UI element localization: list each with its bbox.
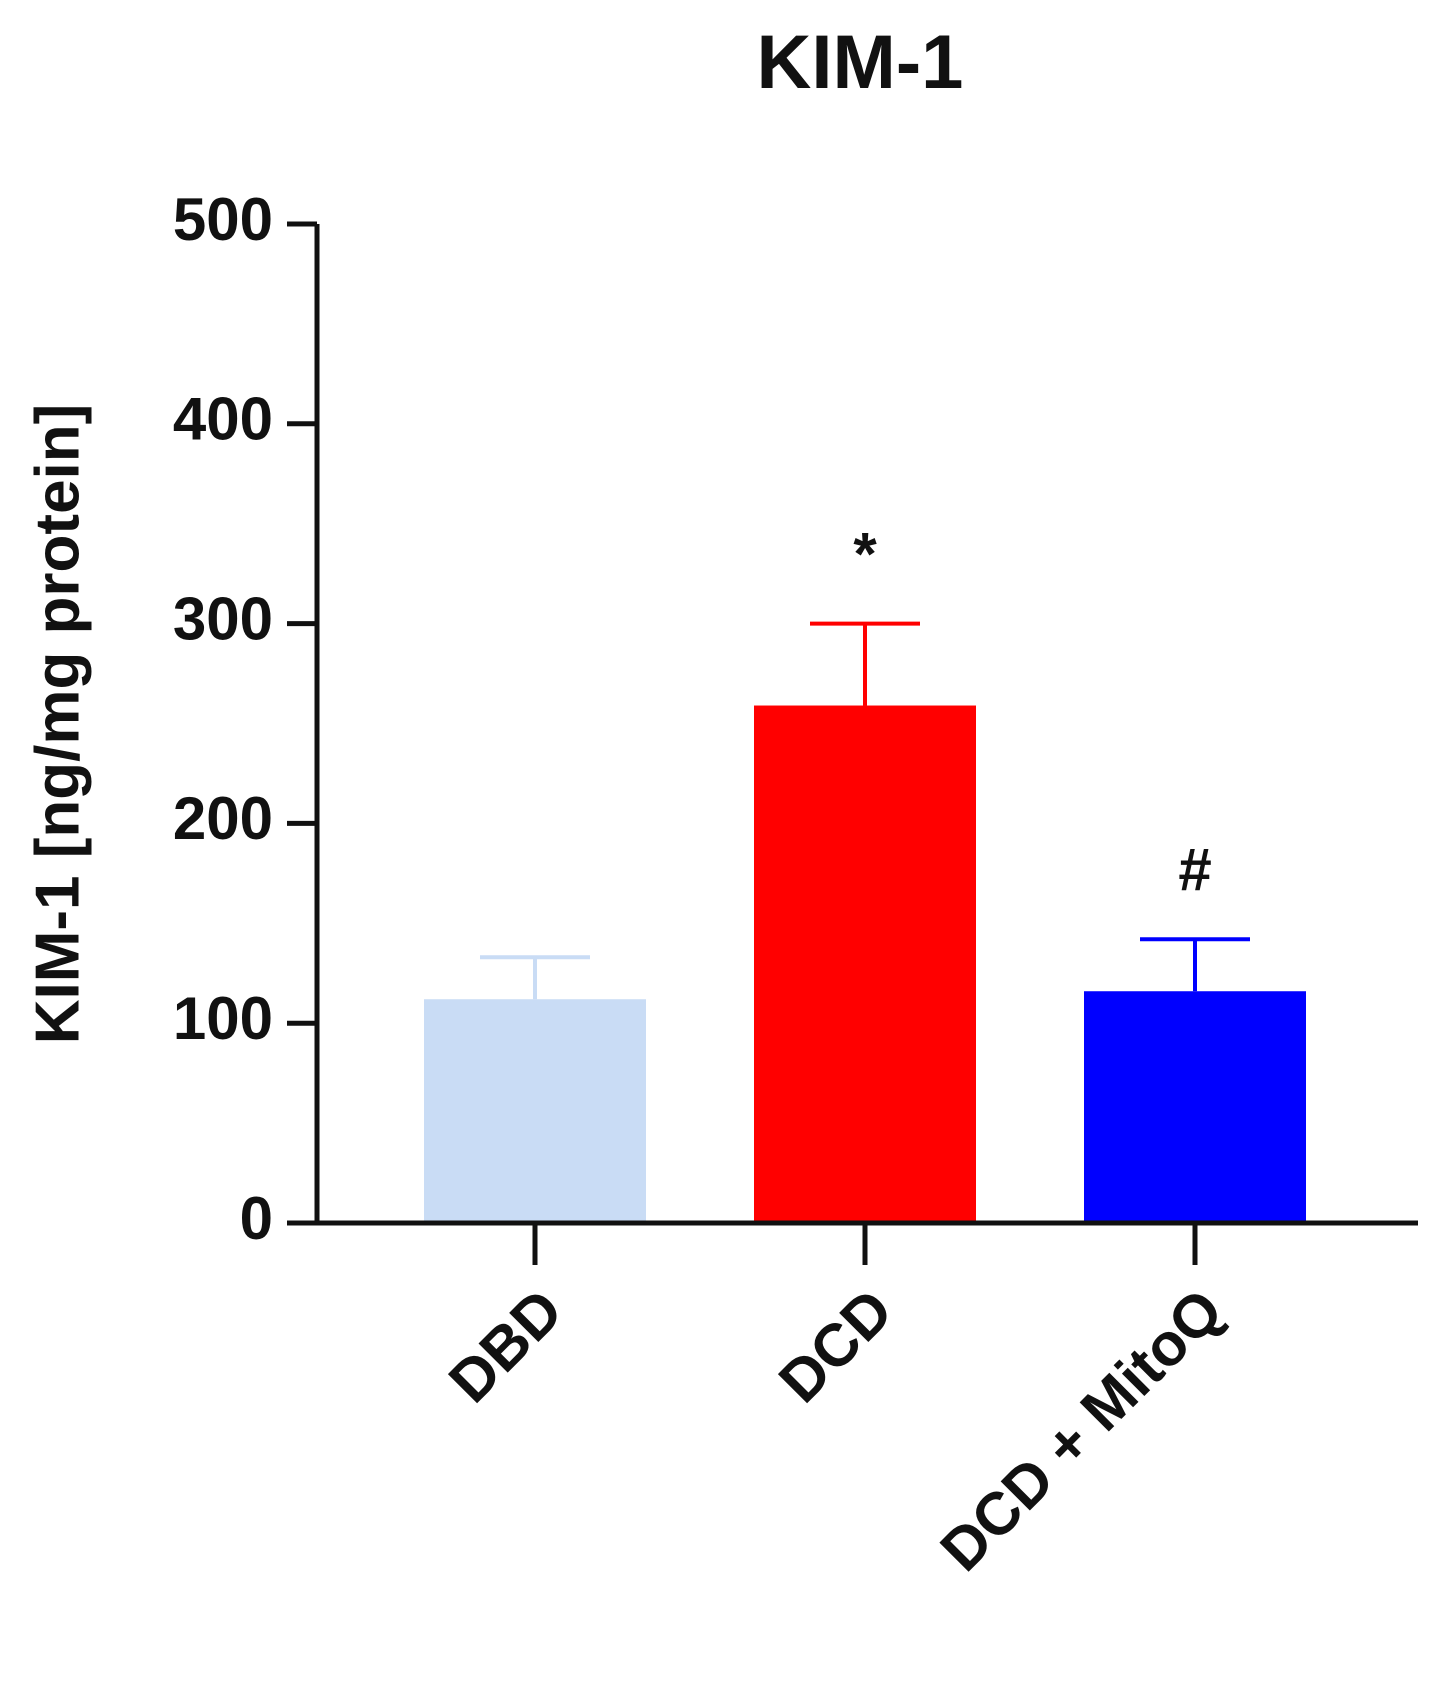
y-axis-label: KIM-1 [ng/mg protein] xyxy=(23,404,92,1045)
x-tick-label: DCD + MitoQ xyxy=(928,1276,1236,1584)
y-tick-label: 500 xyxy=(173,186,273,253)
chart-title: KIM-1 xyxy=(757,20,964,105)
x-tick-label: DBD xyxy=(436,1276,575,1415)
y-tick-label: 300 xyxy=(173,585,273,652)
y-tick-label: 200 xyxy=(173,785,273,852)
x-tick-label: DCD xyxy=(766,1276,905,1415)
bar xyxy=(424,999,646,1223)
significance-label: # xyxy=(1178,836,1211,903)
y-tick-label: 0 xyxy=(240,1185,273,1252)
y-tick-label: 400 xyxy=(173,386,273,453)
bar xyxy=(754,705,976,1223)
significance-label: * xyxy=(853,520,877,587)
bar xyxy=(1084,991,1306,1223)
y-tick-label: 100 xyxy=(173,985,273,1052)
